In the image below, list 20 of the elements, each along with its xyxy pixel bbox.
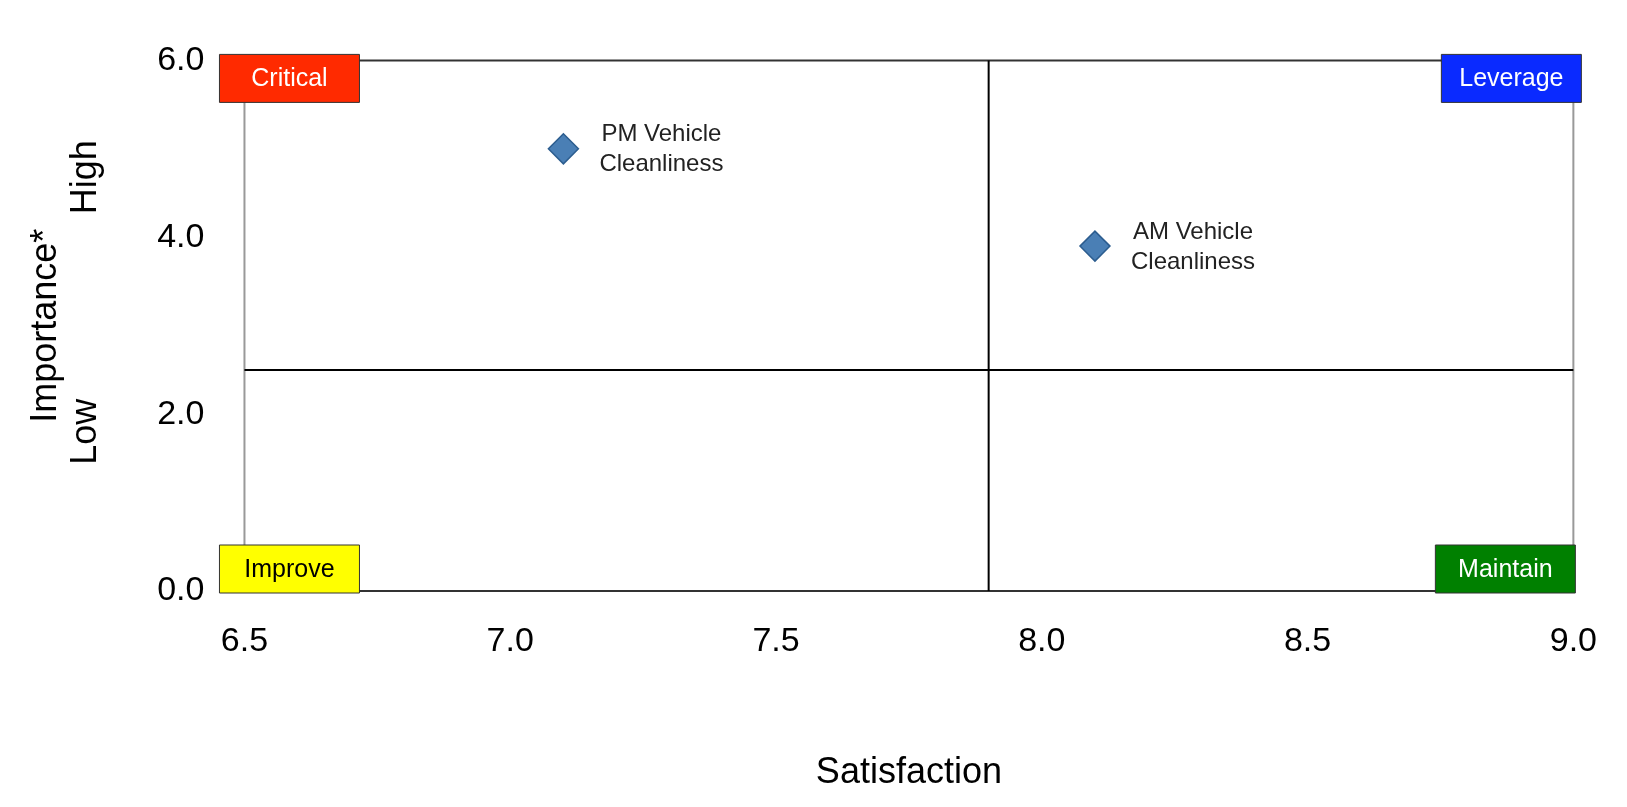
x-axis-title: Satisfaction [815,750,1002,792]
x-tick-label: 7.5 [752,619,800,658]
series-label: AM Vehicle Cleanliness [1130,216,1256,274]
text: High [62,140,104,215]
annotation: Critical [251,63,328,92]
y-tick-label: 6.0 [157,38,205,77]
annotation: Maintain [1458,553,1553,582]
y-axis-title: Importance* [22,228,64,423]
annotation: Improve [244,553,335,582]
annotation: Leverage [1459,63,1564,92]
x-tick-label: 6.5 [220,619,269,658]
x-tick-label: 7.0 [486,619,534,658]
text: Low [62,397,104,465]
series-label: PM Vehicle Cleanliness [599,119,724,177]
x-tick-label: 9.0 [1549,619,1597,658]
x-tick-label: 8.0 [1018,619,1066,658]
y-tick-label: 2.0 [157,392,205,431]
y-tick-label: 0.0 [157,569,205,608]
y-tick-label: 4.0 [157,215,205,254]
x-tick-label: 8.5 [1283,619,1332,658]
